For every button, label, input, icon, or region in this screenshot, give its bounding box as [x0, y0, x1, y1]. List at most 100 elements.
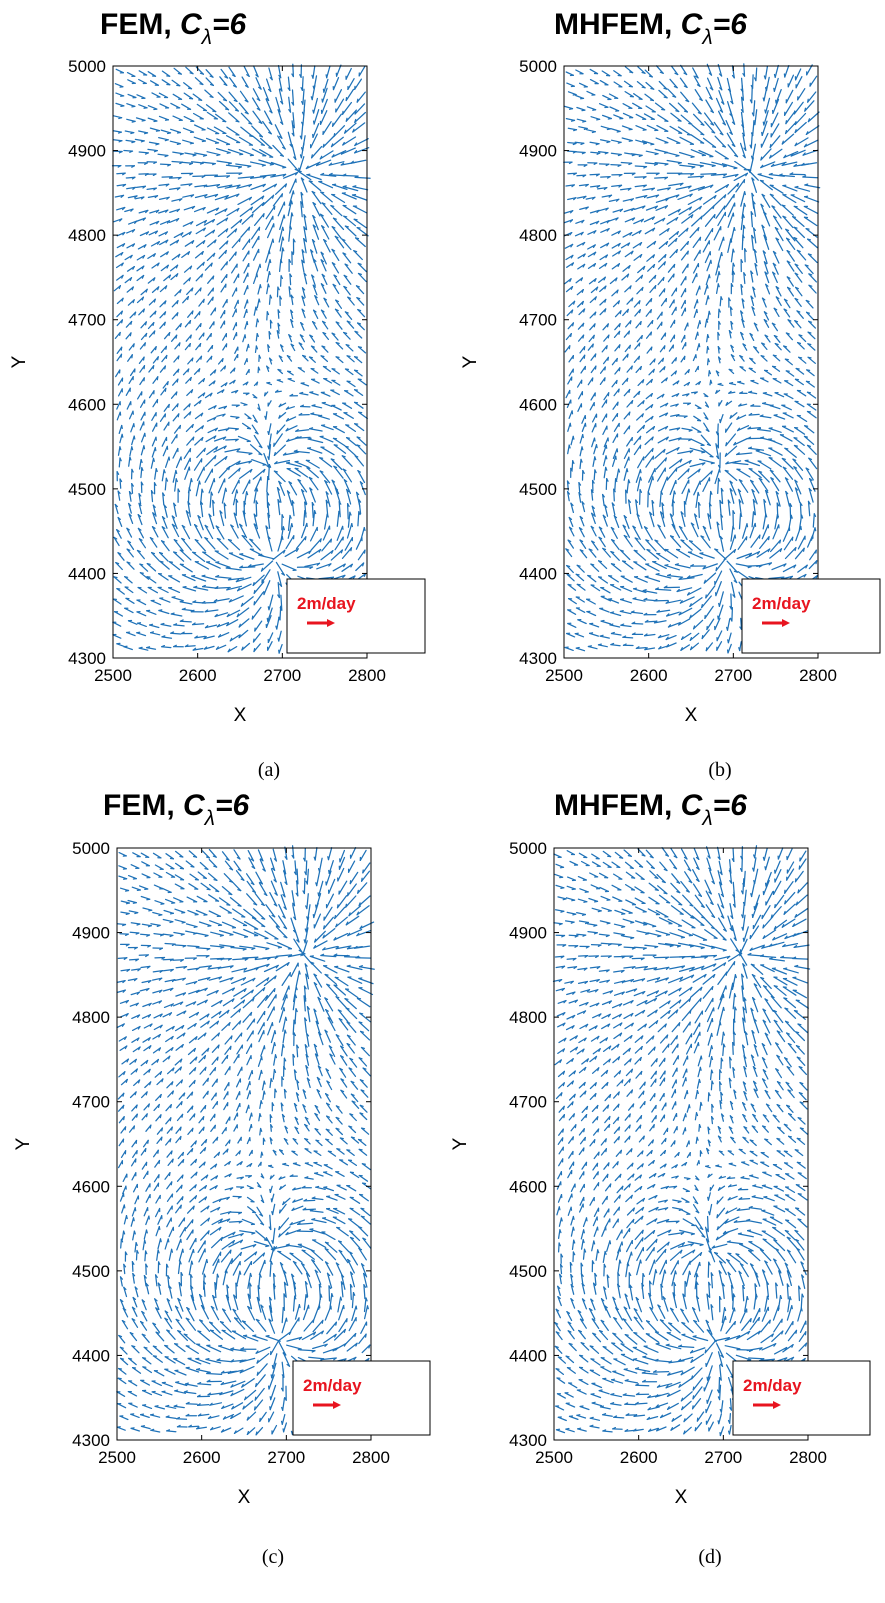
velocity-arrow — [345, 109, 358, 122]
velocity-arrow — [589, 220, 600, 226]
velocity-arrow — [147, 586, 159, 594]
velocity-arrow — [741, 523, 748, 539]
arrow-head — [163, 321, 166, 326]
arrow-head — [158, 914, 163, 917]
velocity-arrow — [206, 416, 217, 422]
velocity-arrow — [158, 92, 169, 99]
arrow-head — [138, 646, 143, 649]
arrow-head — [220, 946, 225, 949]
arrow-head — [576, 564, 581, 567]
velocity-arrow — [614, 310, 622, 318]
arrow-head — [731, 74, 735, 79]
velocity-arrow — [716, 521, 721, 538]
arrow-head — [696, 308, 698, 314]
arrow-head — [226, 152, 231, 154]
arrow-head — [643, 526, 648, 529]
arrow-head — [216, 537, 221, 541]
arrow-head — [352, 185, 357, 188]
arrow-head — [683, 110, 689, 113]
velocity-arrow — [168, 218, 180, 224]
arrow-head — [338, 501, 342, 505]
arrow-head — [234, 228, 238, 233]
arrow-head — [303, 237, 307, 242]
arrow-head — [729, 480, 733, 484]
velocity-arrow — [139, 572, 150, 580]
arrow-head — [267, 88, 272, 93]
arrow-head — [707, 295, 710, 300]
velocity-arrow — [794, 547, 805, 560]
velocity-arrow — [194, 539, 206, 552]
arrow-head — [566, 564, 571, 568]
velocity-arrow — [173, 539, 184, 552]
arrow-head — [605, 254, 609, 259]
velocity-arrow — [243, 928, 259, 937]
velocity-arrow — [701, 629, 710, 640]
arrow-head — [246, 320, 249, 326]
arrow-head — [191, 240, 195, 245]
velocity-arrow — [320, 355, 329, 363]
velocity-arrow — [761, 342, 768, 351]
arrow-head — [288, 109, 292, 113]
arrow-head — [711, 146, 717, 148]
arrow-head — [176, 208, 180, 213]
arrow-head — [225, 217, 229, 222]
arrow-head — [144, 152, 149, 155]
velocity-arrow — [576, 288, 584, 296]
plot-frame — [563, 65, 819, 659]
velocity-arrow — [727, 238, 732, 254]
velocity-arrow — [717, 211, 727, 227]
velocity-arrow — [150, 923, 161, 927]
velocity-arrow — [715, 443, 720, 460]
arrow-head — [605, 163, 610, 167]
arrow-head — [742, 154, 746, 159]
arrow-head — [153, 161, 158, 165]
velocity-arrow — [171, 403, 179, 412]
arrow-head — [308, 476, 313, 480]
arrow-head — [164, 311, 167, 316]
velocity-arrow — [649, 511, 655, 528]
arrow-head — [290, 343, 295, 347]
arrow-head — [294, 436, 299, 439]
velocity-arrow — [224, 860, 234, 871]
velocity-arrow — [775, 88, 782, 104]
velocity-arrow — [208, 883, 220, 893]
arrow-head — [289, 225, 293, 230]
velocity-arrow — [591, 423, 597, 433]
arrow-head — [699, 552, 704, 555]
velocity-arrow — [620, 624, 632, 628]
arrow-head — [179, 323, 182, 328]
arrow-head — [746, 523, 749, 528]
velocity-arrow — [341, 192, 357, 200]
arrow-head — [239, 565, 244, 569]
arrow-head — [274, 892, 278, 896]
velocity-arrow — [715, 263, 720, 276]
velocity-arrow — [345, 895, 357, 908]
arrow-head — [298, 949, 303, 953]
velocity-arrow — [695, 285, 701, 296]
velocity-arrow — [675, 185, 692, 191]
arrow-head — [168, 456, 171, 461]
velocity-arrow — [280, 881, 286, 898]
velocity-arrow — [204, 537, 216, 550]
arrow-head — [708, 502, 712, 507]
arrow-head — [330, 143, 334, 148]
velocity-arrow — [586, 610, 597, 617]
velocity-arrow — [163, 909, 175, 914]
velocity-arrow — [279, 236, 284, 252]
velocity-arrow — [294, 461, 310, 469]
arrow-head — [159, 947, 164, 951]
velocity-arrow — [612, 208, 624, 213]
velocity-arrow — [287, 514, 291, 532]
velocity-arrow — [227, 148, 244, 155]
velocity-arrow — [752, 119, 755, 137]
arrow-head — [122, 923, 127, 927]
velocity-arrow — [727, 212, 734, 228]
velocity-arrow — [195, 273, 204, 282]
velocity-arrow — [269, 891, 278, 907]
velocity-arrow — [345, 88, 355, 102]
arrow-head — [122, 243, 126, 247]
velocity-arrow — [724, 422, 733, 433]
arrow-head — [638, 154, 643, 158]
velocity-arrow — [173, 897, 184, 903]
velocity-arrow — [323, 513, 328, 530]
